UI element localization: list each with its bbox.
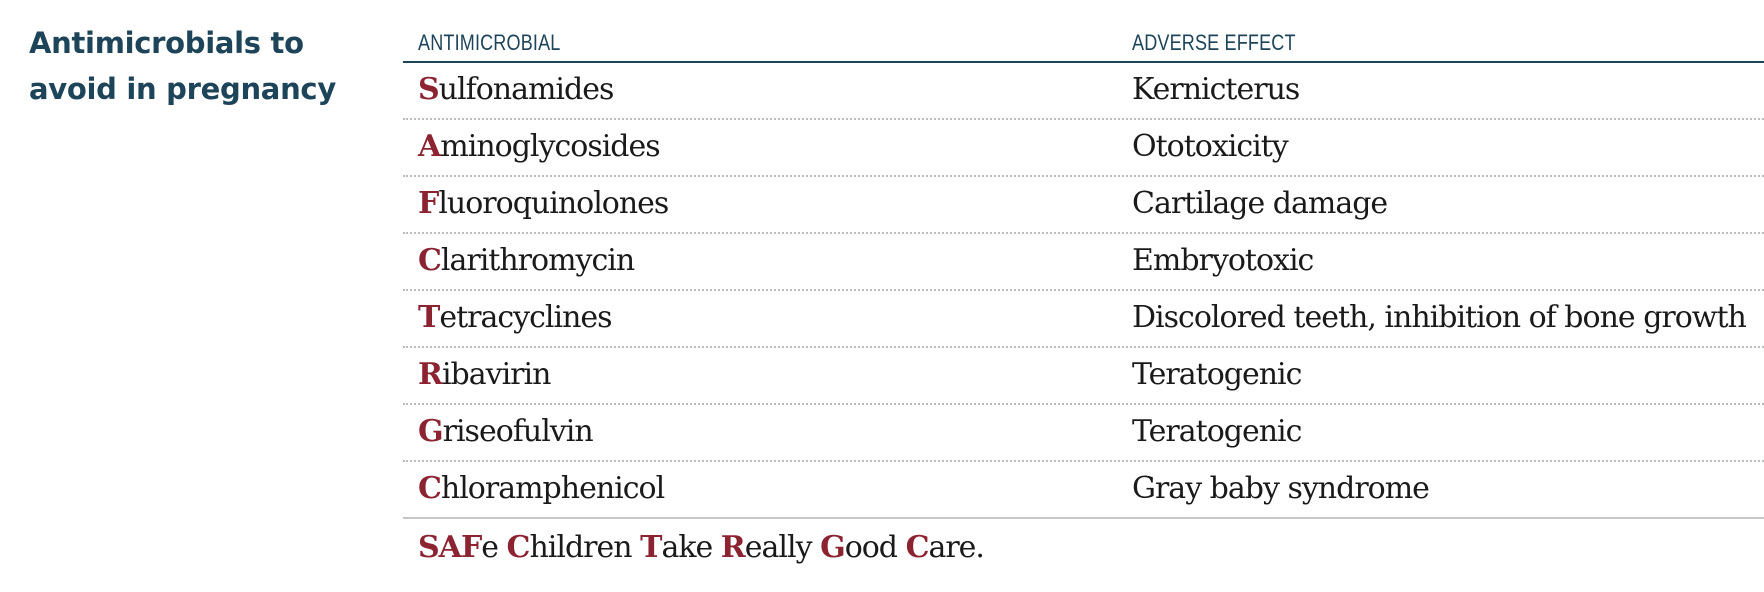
- mnemonic-highlight: G: [820, 530, 846, 565]
- antimicrobial-cell: Tetracyclines: [418, 299, 613, 337]
- antimicrobial-cell: Ribavirin: [418, 356, 551, 394]
- adverse-effect-cell: Gray baby syndrome: [1132, 471, 1430, 506]
- mnemonic-segment: eally: [744, 530, 821, 565]
- mnemonic-highlight: T: [640, 530, 662, 565]
- table-header: ANTIMICROBIAL ADVERSE EFFECT: [403, 0, 1764, 63]
- adverse-effect-cell: Discolored teeth, inhibition of bone gro…: [1132, 300, 1747, 335]
- page-title-line-2: avoid in pregnancy: [29, 72, 336, 106]
- column-header-antimicrobial: ANTIMICROBIAL: [418, 30, 561, 55]
- mnemonic-segment: e: [481, 530, 507, 565]
- mnemonic-initial: S: [418, 72, 440, 107]
- antimicrobial-cell: Clarithromycin: [418, 242, 635, 280]
- adverse-effect-cell: Teratogenic: [1132, 414, 1302, 449]
- antimicrobial-name-rest: minoglycosides: [440, 129, 660, 164]
- page-title-line-1: Antimicrobials to: [29, 26, 304, 60]
- mnemonic-initial: R: [418, 357, 443, 392]
- antimicrobial-cell: Fluoroquinolones: [418, 185, 669, 223]
- adverse-effect-cell: Teratogenic: [1132, 357, 1302, 392]
- table-body: Sulfonamides Kernicterus Aminoglycosides Ot…: [403, 63, 1764, 519]
- antimicrobial-name-rest: etracyclines: [439, 300, 612, 335]
- mnemonic-initial: C: [418, 471, 442, 506]
- mnemonic-initial: G: [418, 414, 444, 449]
- adverse-effect-cell: Cartilage damage: [1132, 186, 1388, 221]
- table-row: Tetracyclines Discolored teeth, inhibitio…: [403, 291, 1764, 348]
- mnemonic-text: SAFe Children Take Really Good Care.: [418, 529, 985, 567]
- mnemonic-segment: hildren: [529, 530, 641, 565]
- column-header-adverse-effect: ADVERSE EFFECT: [1132, 30, 1296, 55]
- antimicrobial-cell: Sulfonamides: [418, 71, 615, 109]
- table-row: Aminoglycosides Ototoxicity: [403, 120, 1764, 177]
- antimicrobial-name-rest: hloramphenicol: [440, 471, 665, 506]
- antimicrobial-table: ANTIMICROBIAL ADVERSE EFFECT Sulfonamide…: [403, 0, 1764, 579]
- mnemonic-initial: A: [418, 129, 441, 164]
- antimicrobial-name-rest: luoroquinolones: [438, 186, 669, 221]
- mnemonic-highlight: SAF: [418, 530, 482, 565]
- mnemonic-highlight: C: [506, 530, 531, 565]
- table-row: Fluoroquinolones Cartilage damage: [403, 177, 1764, 234]
- adverse-effect-cell: Embryotoxic: [1132, 243, 1314, 278]
- mnemonic: SAFe Children Take Really Good Care.: [403, 519, 1764, 579]
- mnemonic-initial: C: [418, 243, 442, 278]
- adverse-effect-cell: Kernicterus: [1132, 72, 1300, 107]
- table-row: Chloramphenicol Gray baby syndrome: [403, 462, 1764, 519]
- table-row: Sulfonamides Kernicterus: [403, 63, 1764, 120]
- antimicrobial-cell: Aminoglycosides: [418, 128, 661, 166]
- mnemonic-initial: T: [418, 300, 440, 335]
- adverse-effect-cell: Ototoxicity: [1132, 129, 1289, 164]
- antimicrobial-cell: Chloramphenicol: [418, 470, 665, 508]
- antimicrobial-name-rest: ibavirin: [441, 357, 551, 392]
- mnemonic-segment: ake: [661, 530, 721, 565]
- antimicrobial-name-rest: ulfonamides: [438, 72, 615, 107]
- mnemonic-initial: F: [418, 186, 439, 221]
- mnemonic-highlight: C: [905, 530, 930, 565]
- antimicrobial-cell: Griseofulvin: [418, 413, 594, 451]
- antimicrobial-name-rest: riseofulvin: [442, 414, 594, 449]
- antimicrobial-name-rest: larithromycin: [440, 243, 635, 278]
- table-row: Ribavirin Teratogenic: [403, 348, 1764, 405]
- mnemonic-segment: are.: [928, 530, 985, 565]
- page-title: Antimicrobials to avoid in pregnancy: [29, 20, 349, 112]
- table-row: Griseofulvin Teratogenic: [403, 405, 1764, 462]
- table-row: Clarithromycin Embryotoxic: [403, 234, 1764, 291]
- mnemonic-segment: ood: [844, 530, 906, 565]
- mnemonic-highlight: R: [720, 530, 746, 565]
